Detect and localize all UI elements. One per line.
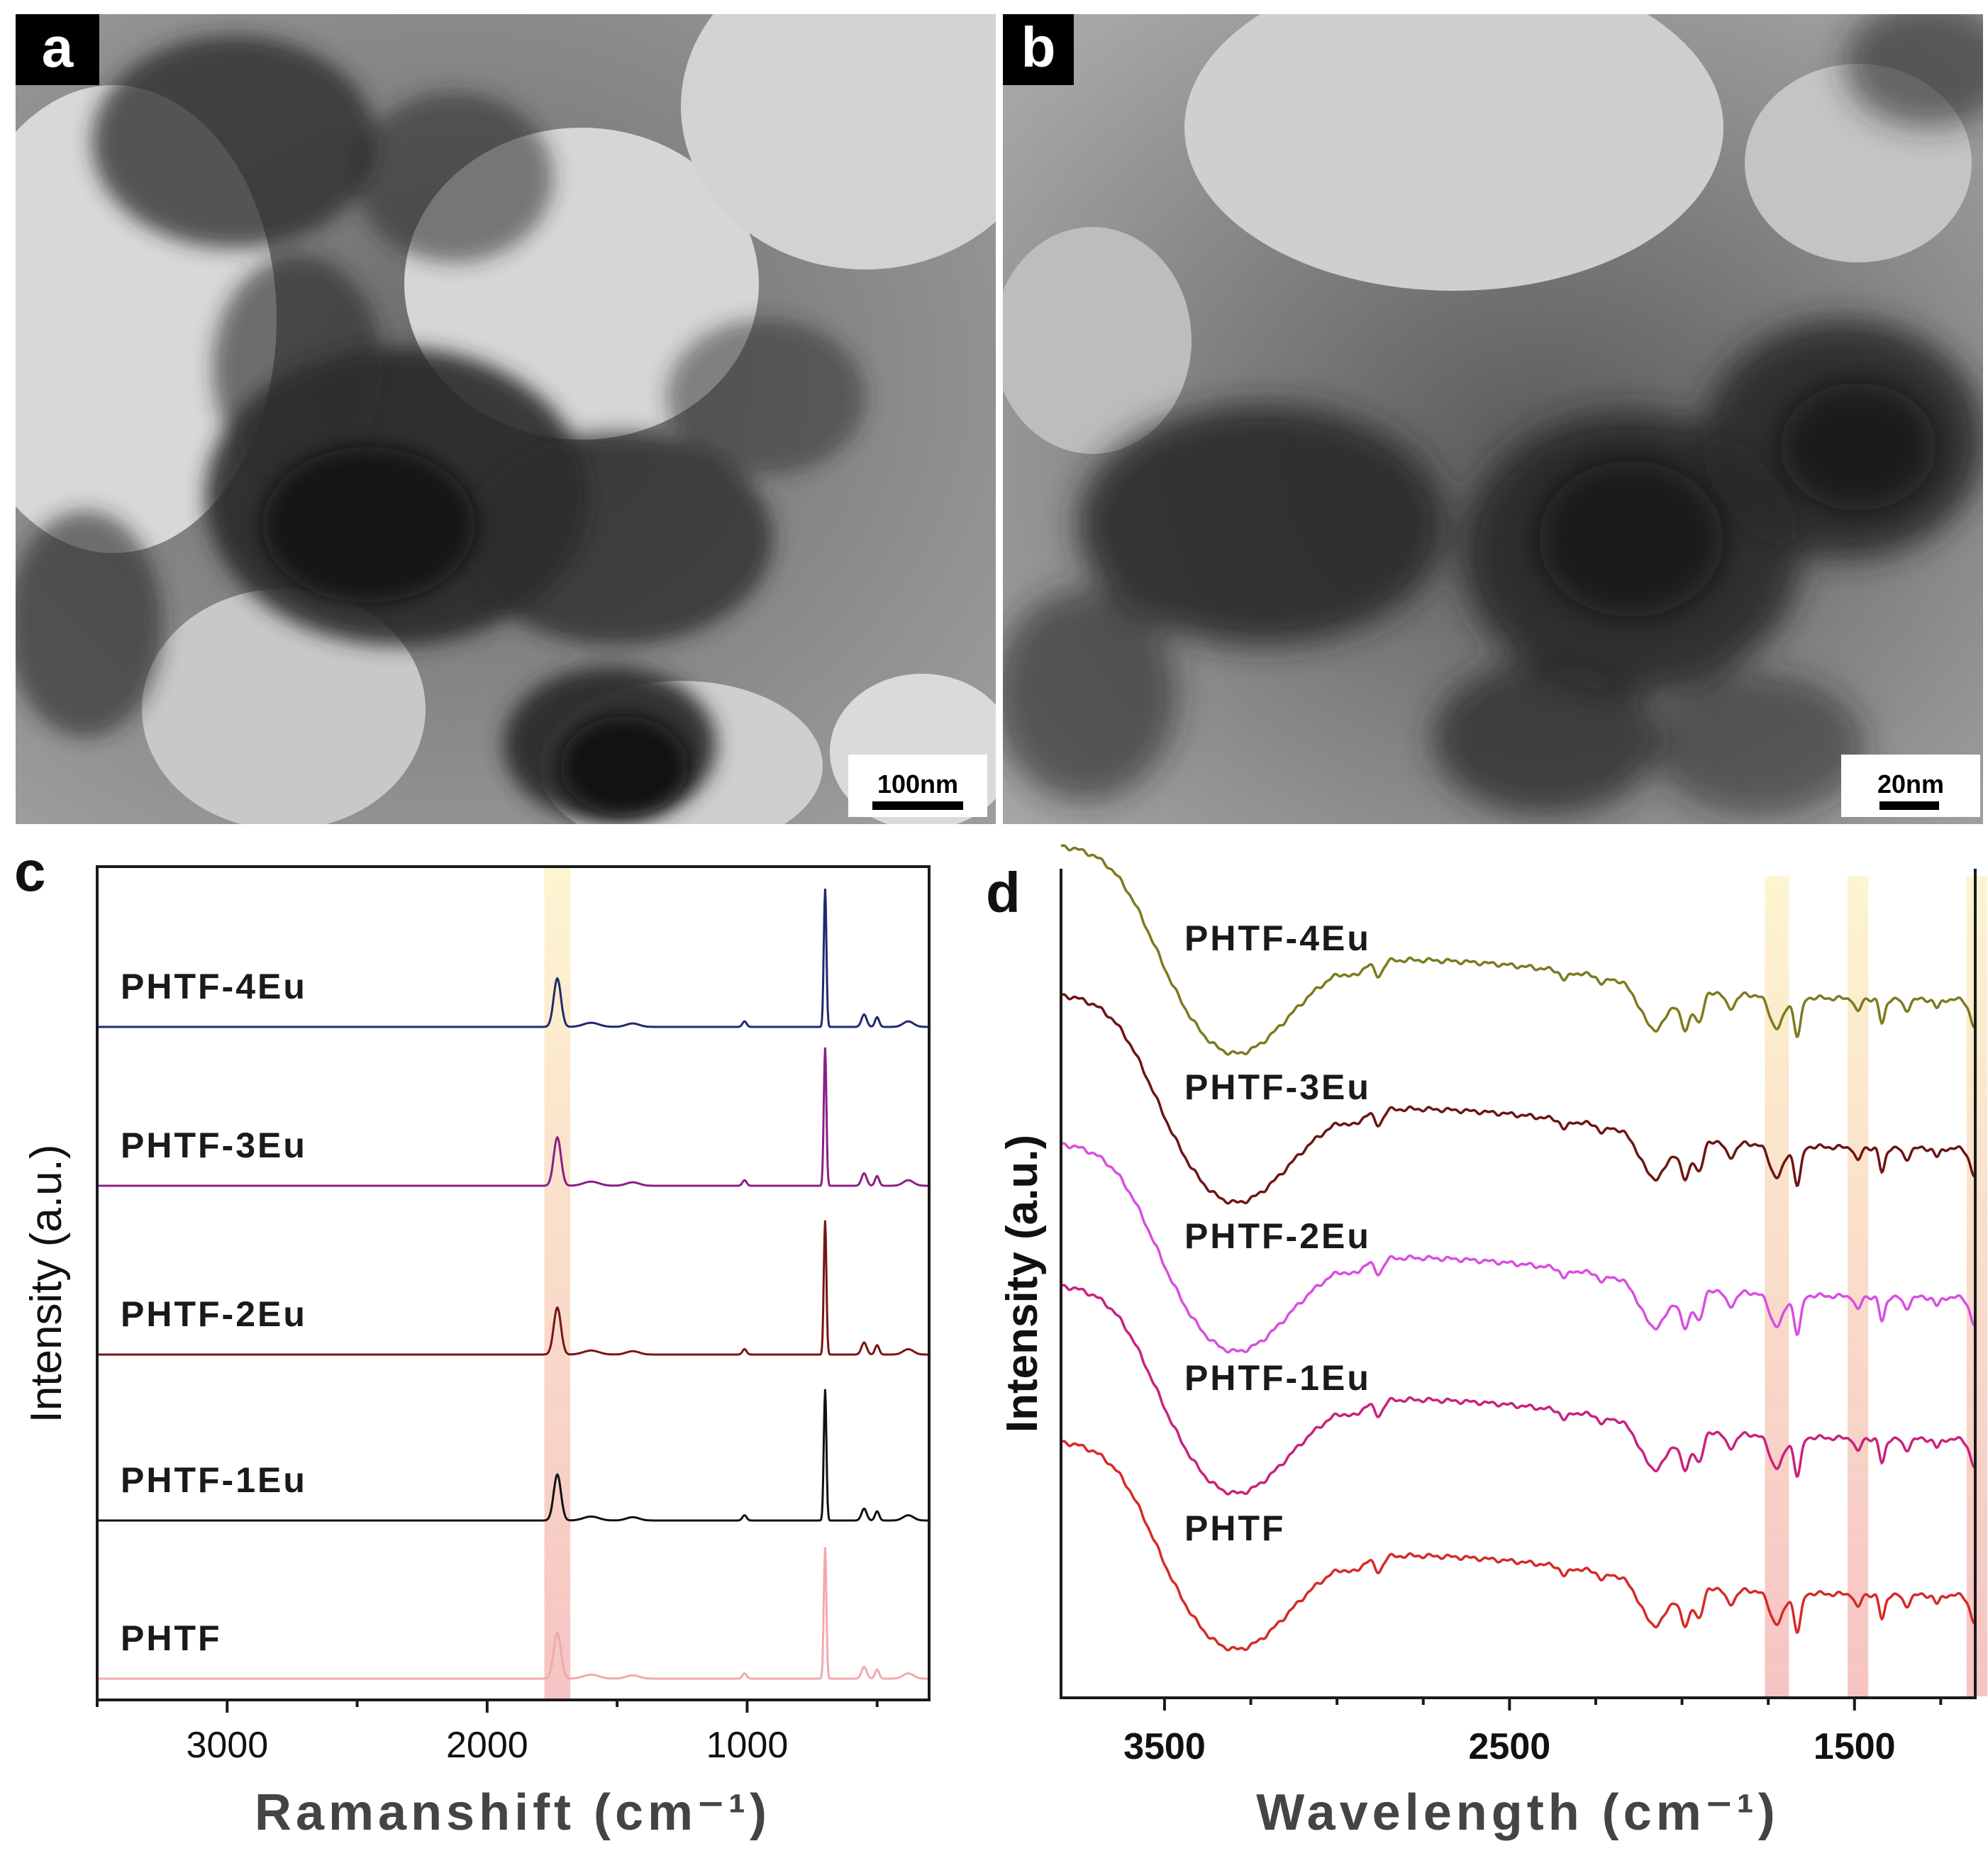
panel-c-spectra [97,888,929,1680]
panel-c-axes-frame [96,865,931,1701]
panel-b-scale-bar [1879,801,1939,810]
panel-c-series-phtf-3eu [97,1047,929,1187]
panel-c: c 3000 2000 1000 Intensity (a.u.) Ramanshi… [14,840,931,1841]
panel-d-xlabel: Wavelength (cm⁻¹) [1256,1784,1779,1841]
panel-b-scale-text: 20nm [1877,769,1944,799]
panel-c-series-labels: PHTF-4Eu PHTF-3Eu PHTF-2Eu PHTF-1Eu PHTF [121,967,307,1658]
panel-d-series-phtf-1eu [1060,1284,1976,1496]
panel-a: a 100nm [16,14,996,824]
panel-d-x-ticks: 3500 2500 1500 [1123,1698,1943,1767]
panel-c-tick-label-2000: 2000 [446,1725,528,1766]
panel-d-series-label-phtf-3eu: PHTF-3Eu [1184,1067,1371,1107]
panel-d-series-label-phtf-2eu: PHTF-2Eu [1184,1216,1371,1256]
panel-b-micrograph [1003,14,1983,824]
panel-c-series-phtf-4eu [97,888,929,1028]
panel-d-axes-frame [1060,869,1977,1699]
panel-d-series-labels: PHTF-4Eu PHTF-3Eu PHTF-2Eu PHTF-1Eu PHTF [1184,918,1371,1548]
panel-c-tick-label-1000: 1000 [706,1725,789,1766]
panel-d-label: d [986,861,1021,924]
panel-d-series-phtf [1060,1440,1976,1652]
panel-a-scale-bar [872,801,963,810]
panel-d-tick-label-2500: 2500 [1468,1726,1550,1767]
panel-c-series-label-phtf-3eu: PHTF-3Eu [121,1125,307,1165]
panel-d-series-label-phtf-4eu: PHTF-4Eu [1184,918,1371,958]
panel-d-highlight-band-0 [1765,877,1789,1696]
panel-d-series-phtf-4eu [1060,844,1976,1056]
panel-c-xlabel: Ramanshift (cm⁻¹) [255,1784,771,1841]
panel-c-series-phtf-2eu [97,1220,929,1356]
panel-d-highlight-band-2 [1966,877,1988,1696]
panel-b-label-box [1003,14,1074,85]
panel-c-series-label-phtf-2eu: PHTF-2Eu [121,1294,307,1334]
panel-c-series-phtf-1eu [97,1389,929,1522]
panel-d-series-phtf-2eu [1060,1142,1976,1354]
panel-b-label: b [1021,16,1056,79]
panel-c-x-ticks: 3000 2000 1000 [96,1700,879,1766]
panel-c-series-label-phtf-1eu: PHTF-1Eu [121,1460,307,1500]
panel-d-highlight-band-1 [1848,877,1869,1696]
panel-b: b 20nm [1003,14,1983,824]
panel-a-label: a [42,16,74,79]
panel-d-ylabel: Intensity (a.u.) [998,1135,1047,1433]
panel-d-series-phtf-3eu [1060,993,1976,1205]
panel-c-ylabel: Intensity (a.u.) [22,1145,71,1423]
panel-d-tick-label-3500: 3500 [1123,1726,1206,1767]
panel-a-scale-text: 100nm [877,769,958,799]
panel-d-spectra [1060,844,1976,1652]
panel-c-series-phtf [97,1547,929,1680]
panel-c-highlight-bands [544,868,571,1699]
panel-c-tick-label-3000: 3000 [186,1725,268,1766]
panel-d: d 3500 2500 1500 Intensity (a.u.) Waveleng… [986,844,1988,1841]
panel-a-micrograph [16,14,996,824]
panel-d-series-label-phtf-1eu: PHTF-1Eu [1184,1358,1371,1398]
panel-c-label: c [14,840,46,903]
panel-c-series-label-phtf-4eu: PHTF-4Eu [121,967,307,1006]
panel-d-series-label-phtf: PHTF [1184,1508,1286,1548]
panel-a-label-box [16,14,99,85]
panel-d-tick-label-1500: 1500 [1814,1726,1896,1767]
panel-c-series-label-phtf: PHTF [121,1618,222,1658]
panel-c-highlight-band-0 [544,868,571,1699]
